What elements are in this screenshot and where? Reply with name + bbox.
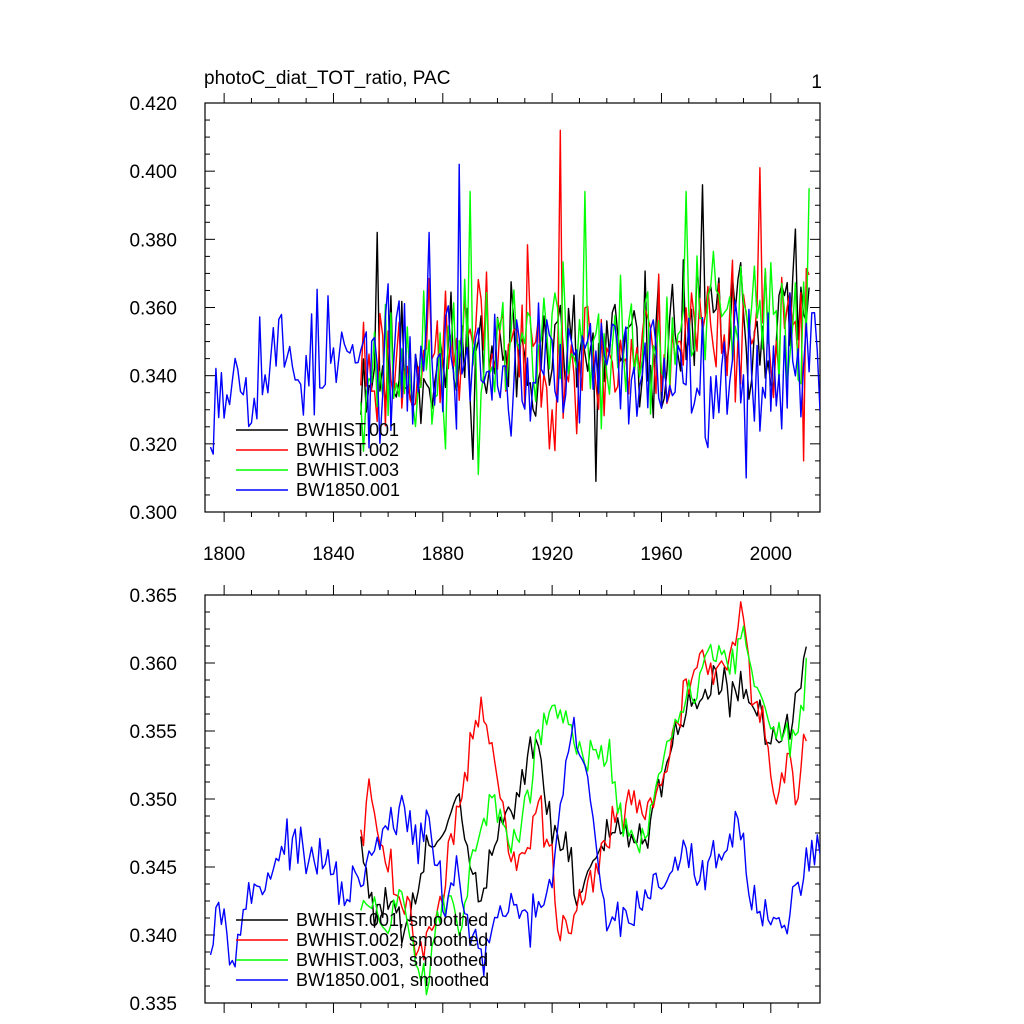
legend-label-bwhist-003: BWHIST.003	[296, 460, 399, 480]
y-tick-label: 0.340	[129, 926, 177, 947]
y-tick-label: 0.300	[129, 503, 177, 524]
y-tick-label: 0.400	[129, 162, 177, 183]
chart-title: photoC_diat_TOT_ratio, PAC	[204, 68, 450, 89]
series-line-bwhist-001	[360, 184, 810, 482]
y-tick-label: 0.420	[129, 94, 177, 115]
legend-label-bwhist-003-smoothed: BWHIST.003, smoothed	[296, 950, 488, 970]
y-tick-label: 0.340	[129, 367, 177, 388]
x-tick-label: 1800	[203, 544, 245, 565]
y-tick-label: 0.360	[129, 654, 177, 675]
series-line-bwhist-003-smoothed	[360, 625, 807, 996]
series-line-bw1850-001	[209, 163, 820, 479]
legend-label-bwhist-001-smoothed: BWHIST.001, smoothed	[296, 910, 488, 930]
page-number: 1	[811, 72, 822, 93]
legend-label-bwhist-002: BWHIST.002	[296, 440, 399, 460]
series-line-bwhist-002	[360, 129, 810, 462]
y-tick-label: 0.350	[129, 790, 177, 811]
bottom-panel: 0.335 0.340 0.345 0.350 0.355 0.360 0.365 BWHIS…	[129, 585, 821, 1015]
legend-label-bwhist-001: BWHIST.001	[296, 420, 399, 440]
series-line-bw1850-001-smoothed	[209, 716, 820, 977]
x-tick-label: 1840	[312, 544, 354, 565]
y-tick-label: 0.360	[129, 299, 177, 320]
top-panel: 0.300 0.320 0.340 0.360 0.380 0.400 0.420 1800 1…	[129, 93, 821, 565]
x-tick-label: 1920	[531, 544, 573, 565]
x-tick-label: 2000	[750, 544, 792, 565]
series-line-bwhist-002-smoothed	[360, 601, 807, 961]
y-tick-label: 0.345	[129, 858, 177, 879]
y-tick-label: 0.355	[129, 722, 177, 743]
x-tick-label: 1960	[640, 544, 682, 565]
legend-label-bwhist-002-smoothed: BWHIST.002, smoothed	[296, 930, 488, 950]
y-tick-label: 0.380	[129, 230, 177, 251]
legend-label-bw1850-001: BW1850.001	[296, 480, 400, 500]
legend-label-bw1850-001-smoothed: BW1850.001, smoothed	[296, 970, 489, 990]
y-tick-label: 0.365	[129, 586, 177, 607]
x-tick-label: 1880	[422, 544, 464, 565]
series-line-bwhist-001-smoothed	[360, 646, 807, 945]
y-tick-label: 0.335	[129, 994, 177, 1015]
y-tick-label: 0.320	[129, 435, 177, 456]
